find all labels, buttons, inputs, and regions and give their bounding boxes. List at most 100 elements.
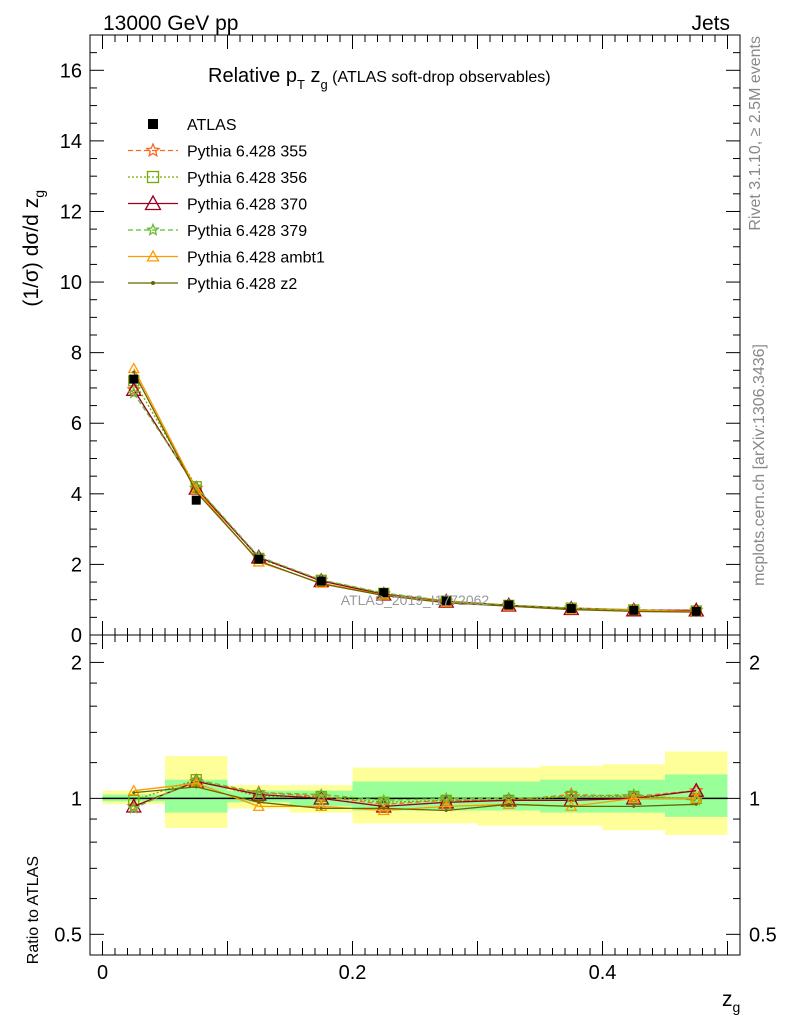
ratio-series-point xyxy=(563,786,579,801)
header-jets-label: Jets xyxy=(691,12,730,35)
ratio-y-axis: 0.5 0.5 1 1 2 2 xyxy=(54,643,777,946)
legend-atlas-label: ATLAS xyxy=(187,117,237,134)
ratio-series-point xyxy=(257,800,261,804)
ratio-series-point xyxy=(319,806,323,810)
ratio-y-tick-label-left: 0.5 xyxy=(54,924,82,946)
legend-label: Pythia 6.428 z2 xyxy=(187,276,297,293)
ratio-series-point xyxy=(627,792,640,804)
ratio-y-tick-label-right: 0.5 xyxy=(749,924,777,946)
legend-label: Pythia 6.428 356 xyxy=(187,170,307,187)
main-series-line xyxy=(133,392,697,613)
main-plot-title: Relative pT zg (ATLAS soft-drop observab… xyxy=(208,65,551,92)
ratio-series-point xyxy=(127,784,140,796)
ratio-series-point xyxy=(375,798,392,813)
ratio-series-point xyxy=(690,792,703,804)
ratio-series-point xyxy=(627,787,641,800)
ratio-band-green xyxy=(227,790,290,803)
ratio-series-point xyxy=(564,789,578,802)
main-y-tick-label: 0 xyxy=(71,625,82,647)
legend-label: Pythia 6.428 355 xyxy=(187,144,307,161)
ratio-series-point xyxy=(314,787,328,800)
legend-marker xyxy=(146,249,160,262)
ratio-series-point xyxy=(252,785,266,798)
ratio-series-point xyxy=(507,802,511,806)
main-y-tick-label: 6 xyxy=(71,413,82,435)
ratio-series-point xyxy=(377,793,391,806)
main-y-tick-label: 2 xyxy=(71,554,82,576)
atlas-data-point xyxy=(504,600,514,610)
main-series-point xyxy=(190,483,203,495)
ratio-series-point xyxy=(127,801,141,814)
rivet-version-label: Rivet 3.1.10, ≥ 2.5M events xyxy=(747,36,764,231)
main-series-point xyxy=(132,370,136,374)
atlas-data-point xyxy=(691,606,701,616)
ratio-series-point xyxy=(189,772,203,786)
mcplots-reference-label: mcplots.cern.ch [arXiv:1306.3436] xyxy=(751,344,768,586)
main-series-point xyxy=(194,490,198,494)
ratio-y-tick-label-left: 1 xyxy=(71,788,82,810)
atlas-data-point xyxy=(629,605,639,615)
ratio-y-tick-label-right: 2 xyxy=(749,652,760,674)
legend-marker xyxy=(146,222,160,236)
x-tick-label: 0.2 xyxy=(339,962,367,984)
ratio-plot-data xyxy=(125,772,705,816)
ratio-series-point xyxy=(252,800,265,812)
atlas-data-point xyxy=(129,374,139,384)
x-axis: 0 0.2 0.4 xyxy=(97,35,728,984)
ratio-series-point xyxy=(194,785,198,789)
main-series-line xyxy=(133,389,697,611)
ratio-series-point xyxy=(500,792,517,807)
main-y-tick-label: 12 xyxy=(60,201,82,223)
ratio-series-point xyxy=(128,794,140,806)
ratio-series-point xyxy=(382,806,386,810)
main-y-tick-label: 16 xyxy=(60,60,82,82)
x-tick-label: 0 xyxy=(97,962,108,984)
main-series-line xyxy=(133,368,697,613)
legend-marker xyxy=(144,194,162,211)
main-plot-data xyxy=(125,362,705,618)
atlas-data-point xyxy=(441,596,451,606)
ratio-plot-panel: 0.5 0.51 12 2 0 0.2 0.4 xyxy=(54,35,777,984)
main-plot-panel: 0 2 4 6 8 10 12 14 16 ATLAS_2019_I1772062 xyxy=(60,34,741,647)
ratio-y-tick-label-left: 2 xyxy=(71,652,82,674)
main-series-line xyxy=(133,380,697,612)
legend-label: Pythia 6.428 ambt1 xyxy=(187,250,325,267)
ratio-series-point xyxy=(694,802,698,806)
analysis-watermark: ATLAS_2019_I1772062 xyxy=(341,592,490,608)
ratio-series-line xyxy=(133,779,697,809)
ratio-y-tick-label-right: 1 xyxy=(749,788,760,810)
atlas-data-point xyxy=(316,576,326,586)
atlas-data-point xyxy=(254,554,264,564)
atlas-data-point xyxy=(379,588,389,598)
legend-marker xyxy=(146,170,160,184)
ratio-series-line xyxy=(133,786,697,812)
ratio-series-point xyxy=(377,804,390,816)
main-series-point xyxy=(127,386,141,399)
ratio-series-point xyxy=(315,800,328,812)
ratio-series-point xyxy=(438,793,455,809)
atlas-data-point xyxy=(566,604,576,614)
legend: ATLAS Pythia 6.428 355 Pythia 6.428 356 Pyt… xyxy=(128,117,325,293)
x-tick-label: 0.4 xyxy=(589,962,617,984)
ratio-y-axis-label: Ratio to ATLAS xyxy=(25,856,42,964)
header-energy-label: 13000 GeV pp xyxy=(103,12,238,35)
ratio-plot-frame xyxy=(89,634,741,956)
ratio-series-point xyxy=(313,790,330,805)
ratio-series-point xyxy=(444,809,448,813)
ratio-series-line xyxy=(133,780,697,808)
main-y-tick-label: 8 xyxy=(71,343,82,365)
ratio-series-point xyxy=(632,804,636,808)
ratio-series-point xyxy=(125,798,142,813)
legend-marker xyxy=(145,142,161,158)
legend-label: Pythia 6.428 370 xyxy=(187,197,307,214)
main-y-tick-label: 14 xyxy=(60,131,82,153)
atlas-data-point xyxy=(191,495,201,505)
x-axis-label: zg xyxy=(722,988,740,1015)
main-y-tick-label: 4 xyxy=(71,484,82,506)
ratio-series-point xyxy=(313,788,329,803)
ratio-series-point xyxy=(625,790,642,805)
main-series-line xyxy=(133,389,697,611)
main-y-tick-label: 10 xyxy=(60,272,82,294)
ratio-series-point xyxy=(132,791,136,795)
